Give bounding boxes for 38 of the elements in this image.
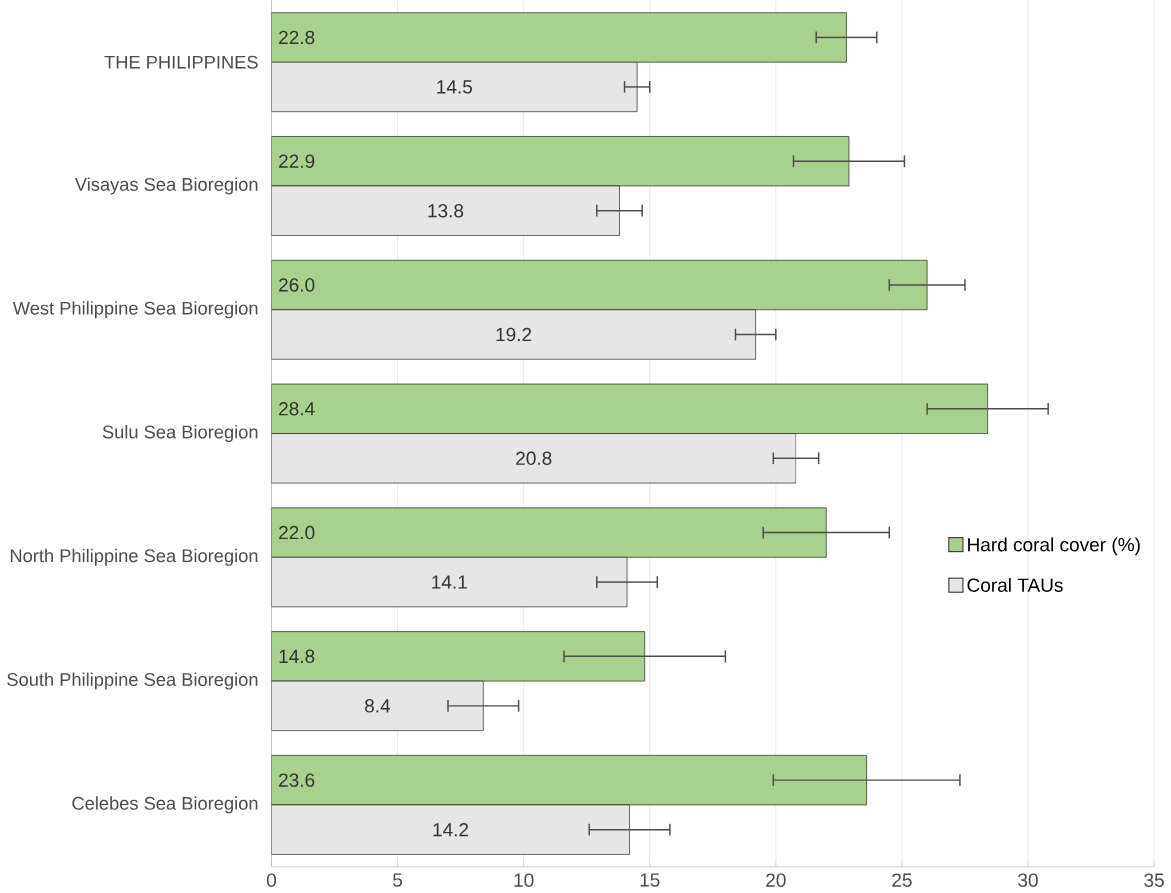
data-label: 14.1	[432, 575, 467, 589]
y-tick-label: Sulu Sea Bioregion	[102, 424, 258, 442]
bar	[271, 631, 645, 682]
x-tick-label: 30	[1018, 873, 1038, 887]
data-label: 14.8	[279, 649, 315, 663]
y-tick-label: West Philippine Sea Bioregion	[12, 301, 258, 319]
y-tick-label: South Philippine Sea Bioregion	[7, 672, 258, 690]
y-tick-label: North Philippine Sea Bioregion	[10, 548, 258, 566]
data-label: 22.8	[279, 30, 315, 45]
data-label: 14.2	[433, 822, 469, 837]
bar	[271, 754, 867, 806]
x-tick-label: 5	[393, 873, 403, 887]
data-label: 8.4	[364, 699, 391, 713]
legend-label: Hard coral cover (%)	[968, 537, 1140, 556]
data-label: 26.0	[279, 278, 315, 292]
x-tick-label: 35	[1144, 873, 1164, 887]
data-label: 22.9	[279, 154, 315, 168]
bar	[271, 259, 928, 310]
bar	[271, 507, 827, 558]
data-label: 28.4	[279, 401, 315, 416]
x-tick-label: 25	[892, 873, 912, 887]
x-tick-label: 0	[266, 873, 277, 887]
data-label: 22.0	[279, 525, 315, 540]
x-tick-label: 20	[766, 873, 786, 887]
y-tick-label: THE PHILIPPINES	[104, 55, 258, 69]
data-label: 23.6	[279, 773, 315, 787]
y-tick-label: Celebes Sea Bioregion	[72, 796, 258, 814]
bar	[271, 136, 850, 187]
x-tick-label: 15	[640, 873, 660, 887]
y-tick-label: Visayas Sea Bioregion	[74, 177, 258, 195]
data-label: 13.8	[428, 203, 464, 218]
bar	[271, 12, 847, 63]
bar	[271, 383, 988, 434]
data-label: 20.8	[516, 451, 552, 465]
x-tick-label: 10	[514, 873, 534, 887]
legend-label: Coral TAUs	[967, 577, 1063, 592]
data-label: 19.2	[496, 327, 532, 342]
data-label: 14.5	[437, 80, 473, 94]
